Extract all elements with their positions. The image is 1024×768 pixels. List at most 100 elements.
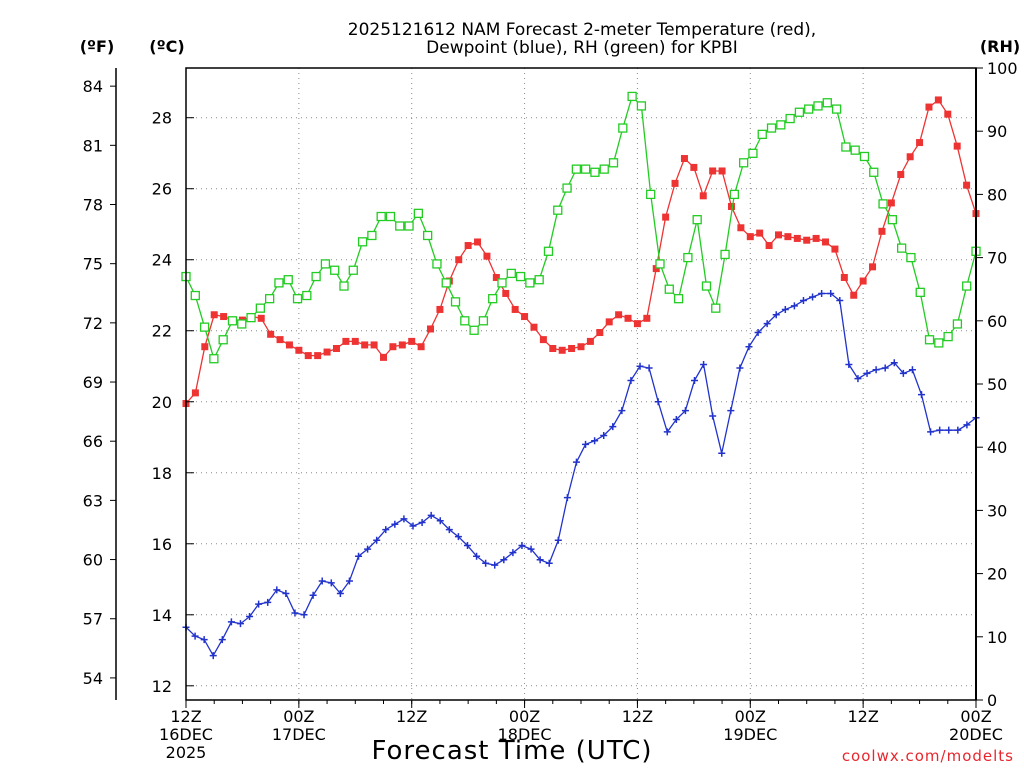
dewpoint-point (236, 620, 244, 628)
rh-point (534, 275, 544, 285)
dewpoint-point (672, 416, 680, 424)
dewpoint-point (336, 589, 344, 597)
temperature-point (521, 313, 529, 321)
temperature-point (511, 305, 519, 313)
dewpoint-point (545, 559, 553, 567)
rh-tick-label: 20 (987, 565, 1007, 584)
dewpoint-point (790, 302, 798, 310)
rh-point (896, 243, 907, 253)
celsius-tick-label: 14 (152, 606, 172, 625)
temperature-point (361, 341, 369, 349)
rh-point (729, 189, 740, 200)
celsius-tick-label: 24 (152, 251, 172, 270)
rh-point (488, 294, 498, 304)
temperature-point (389, 343, 397, 351)
temperature-point (276, 336, 284, 344)
dewpoint-point (908, 366, 916, 374)
dewpoint-point (845, 360, 853, 368)
dewpoint-point (836, 297, 844, 305)
dewpoint-point (436, 517, 444, 525)
rh-point (813, 101, 823, 111)
dewpoint-point (518, 542, 526, 550)
rh-point (580, 164, 591, 174)
dewpoint-point (300, 611, 308, 619)
fahrenheit-tick-label: 63 (83, 491, 103, 510)
dewpoint-point (645, 364, 653, 372)
dewpoint-point (463, 542, 471, 550)
temperature-point (718, 167, 726, 175)
temperature-point (210, 311, 218, 319)
temperature-point (408, 337, 416, 345)
temperature-point (436, 305, 444, 313)
time-tick-label: 00Z (509, 707, 540, 726)
temperature-point (633, 320, 641, 328)
temperature-point (427, 325, 435, 333)
rh-tick-label: 90 (987, 122, 1007, 141)
temperature-point (605, 318, 613, 326)
temperature-point (727, 202, 735, 210)
rh-point (850, 145, 860, 155)
rh-point (785, 113, 795, 124)
temperature-point (502, 289, 510, 297)
temperature-point (643, 314, 651, 322)
rh-point (395, 221, 405, 231)
temperature-point (690, 163, 698, 171)
dewpoint-point (418, 518, 426, 526)
temperature-point (812, 234, 820, 242)
dewpoint-point (218, 636, 226, 644)
rh-point (887, 215, 898, 225)
rh-point (683, 252, 693, 263)
dewpoint-point (809, 293, 817, 301)
dewpoint-point (799, 297, 807, 305)
celsius-tick-label: 18 (152, 464, 172, 483)
rh-point (237, 319, 247, 329)
fahrenheit-tick-label: 60 (83, 551, 103, 570)
rh-axis: 0 10 20 30 40 50 60 70 80 90 100 (975, 59, 1018, 710)
dewpoint-point (264, 598, 272, 606)
rh-point (320, 259, 331, 269)
dewpoint-point (736, 364, 744, 372)
rh-point (432, 259, 442, 269)
temperature-point (351, 337, 359, 345)
rh-point (794, 107, 805, 117)
rh-tick-label: 70 (987, 249, 1007, 268)
temperature-point (737, 224, 745, 232)
dewpoint-point (482, 559, 490, 567)
temperature-point (342, 337, 350, 345)
dewpoint-point (582, 440, 590, 448)
temperature-point (887, 199, 895, 207)
temperature-point (784, 233, 792, 241)
rh-point (497, 278, 507, 288)
dewpoint-point (563, 494, 571, 502)
dewpoint-point (473, 552, 481, 560)
dewpoint-point (718, 449, 726, 457)
fahrenheit-tick-label: 54 (83, 669, 103, 688)
temperature-point (671, 179, 679, 187)
dewpoint-point (527, 545, 535, 553)
temperature-point (257, 314, 265, 322)
series-dewpoint (182, 289, 980, 660)
rh-tick-label: 10 (987, 628, 1007, 647)
temperature-point (568, 344, 576, 352)
rh-point (943, 331, 953, 342)
fahrenheit-unit-label: (ºF) (80, 37, 115, 56)
dewpoint-point (554, 536, 562, 544)
plot-frame (185, 67, 977, 701)
rh-point (692, 215, 702, 225)
rh-point (831, 104, 842, 114)
fahrenheit-tick-label: 57 (83, 610, 103, 629)
rh-point (553, 205, 563, 215)
dewpoint-point (345, 577, 353, 585)
series-temperature (182, 96, 980, 408)
dewpoint-point (191, 632, 199, 640)
rh-point (720, 249, 730, 260)
rh-tick-label: 50 (987, 375, 1007, 394)
data-series (181, 91, 981, 660)
dewpoint-point (273, 586, 281, 594)
rh-point (673, 294, 684, 304)
time-tick-label: 12Z (170, 707, 201, 726)
dewpoint-point (618, 407, 626, 415)
dewpoint-point (400, 515, 408, 523)
rh-point (664, 284, 674, 294)
chart-title-line-1: 2025121612 NAM Forecast 2-meter Temperat… (348, 20, 816, 40)
